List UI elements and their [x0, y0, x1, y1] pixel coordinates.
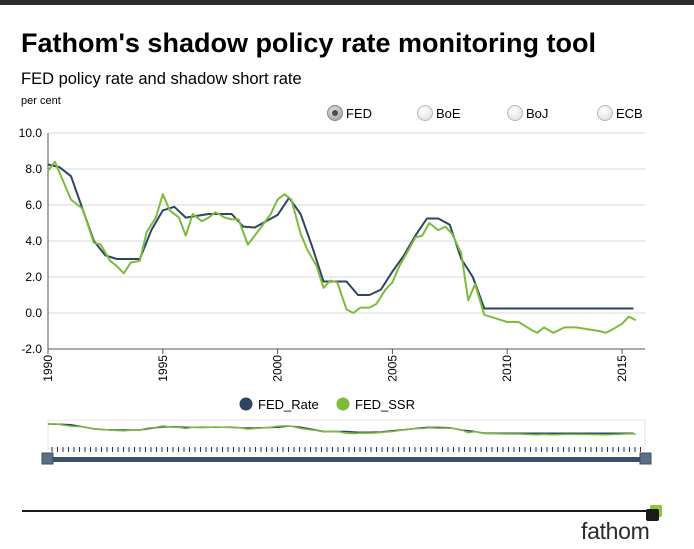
- y-tick-label: 10.0: [19, 126, 43, 140]
- y-tick-label: 0.0: [25, 306, 42, 320]
- radio-boe-label[interactable]: BoE: [436, 105, 461, 121]
- x-tick-label: 1995: [156, 355, 170, 382]
- radio-fed[interactable]: FED: [327, 105, 372, 121]
- radio-boj[interactable]: BoJ: [507, 105, 548, 121]
- y-tick-label: 4.0: [25, 234, 42, 248]
- legend-marker: [336, 397, 350, 411]
- radio-fed-dot[interactable]: [327, 105, 343, 121]
- page-title: Fathom's shadow policy rate monitoring t…: [21, 28, 596, 58]
- legend-marker: [239, 397, 253, 411]
- navigator-line: [47, 423, 636, 436]
- legend: FED_Rate FED_SSR: [239, 397, 415, 412]
- radio-ecb[interactable]: ECB: [597, 105, 643, 121]
- radio-boe-dot[interactable]: [417, 105, 433, 121]
- radio-boj-label[interactable]: BoJ: [526, 105, 549, 121]
- central-bank-selector: FED BoE BoJ ECB: [0, 105, 694, 127]
- x-tick-label: 1990: [41, 355, 55, 382]
- unit-label: per cent: [21, 95, 61, 107]
- gridlines: [47, 132, 645, 350]
- radio-boe[interactable]: BoE: [417, 105, 461, 121]
- navigator-scrollbar[interactable]: [48, 457, 645, 462]
- radio-ecb-dot[interactable]: [597, 105, 613, 121]
- x-tick-label: 2000: [271, 355, 285, 382]
- brand-logo: fathom: [581, 518, 650, 544]
- series-line-fed-ssr: [47, 160, 637, 334]
- series-line-fed-rate: [47, 163, 634, 310]
- y-tick-label: 2.0: [25, 270, 42, 284]
- top-bar: [0, 0, 694, 5]
- navigator-handle-left[interactable]: [41, 452, 54, 465]
- y-tick-label: 6.0: [25, 198, 42, 212]
- line-chart: -2.0 0.0 2.0 4.0 6.0 8.0 10.0 1990 1995 2000 2005…: [19, 126, 652, 465]
- y-tick-label: -2.0: [21, 342, 42, 356]
- series-lines: [47, 160, 637, 334]
- range-navigator[interactable]: [41, 419, 652, 465]
- radio-boj-dot[interactable]: [507, 105, 523, 121]
- footer-rule: [22, 510, 662, 512]
- radio-ecb-label[interactable]: ECB: [616, 105, 643, 121]
- radio-fed-label[interactable]: FED: [346, 105, 372, 121]
- chart-subtitle: FED policy rate and shadow short rate: [21, 70, 302, 88]
- brand-mark-icon: [646, 505, 662, 521]
- x-tick-label: 2015: [615, 355, 629, 382]
- x-tick-label: 2005: [385, 355, 399, 382]
- x-tick-label: 2010: [500, 355, 514, 382]
- legend-label[interactable]: FED_Rate: [258, 397, 319, 412]
- navigator-handle-right[interactable]: [639, 452, 652, 465]
- y-axis-ticks: -2.0 0.0 2.0 4.0 6.0 8.0 10.0: [19, 126, 43, 356]
- legend-label[interactable]: FED_SSR: [355, 397, 415, 412]
- y-tick-label: 8.0: [25, 162, 42, 176]
- x-axis-ticks: 1990 1995 2000 2005 2010 2015: [41, 349, 629, 382]
